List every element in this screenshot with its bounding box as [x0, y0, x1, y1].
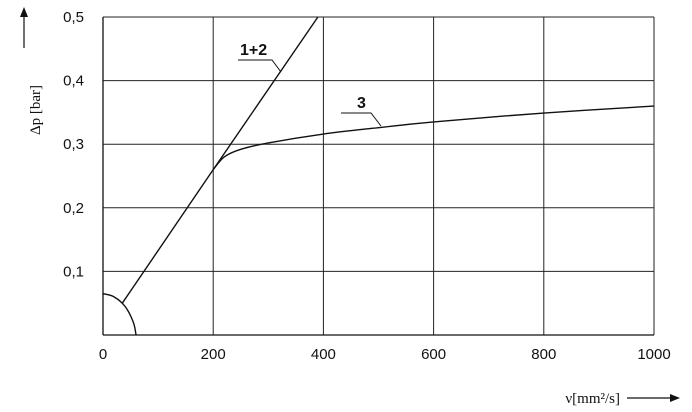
x-axis-title: ν[mm²/s] — [565, 391, 620, 407]
series-line-start-arc — [102, 292, 137, 336]
x-axis-arrowhead — [670, 394, 680, 402]
series-label-1-2: 1+2 — [240, 42, 267, 59]
x-tick-label: 600 — [421, 346, 446, 363]
series-label-3: 3 — [357, 95, 366, 112]
x-tick-label: 0 — [99, 346, 107, 363]
series-label-leader — [341, 112, 382, 127]
x-tick-label: 1000 — [637, 346, 670, 363]
x-tick-label: 400 — [311, 346, 336, 363]
series-labels: 1+2 3 — [238, 42, 382, 127]
series-lines — [102, 16, 655, 336]
tick-labels: 0 200 400 600 800 1000 0,1 0,2 0,3 0,4 0,5 — [63, 9, 671, 363]
x-tick-label: 800 — [531, 346, 556, 363]
y-tick-label: 0,4 — [63, 73, 84, 90]
series-label-leader — [238, 59, 282, 73]
y-axis-arrowhead — [20, 7, 28, 17]
y-tick-label: 0,2 — [63, 200, 84, 217]
series-line-3 — [212, 105, 655, 171]
y-axis-title: Δp [bar] — [28, 85, 44, 135]
y-tick-label: 0,3 — [63, 136, 84, 153]
x-tick-label: 200 — [201, 346, 226, 363]
y-tick-label: 0,1 — [63, 263, 84, 280]
y-tick-label: 0,5 — [63, 9, 84, 26]
grid — [102, 16, 655, 336]
